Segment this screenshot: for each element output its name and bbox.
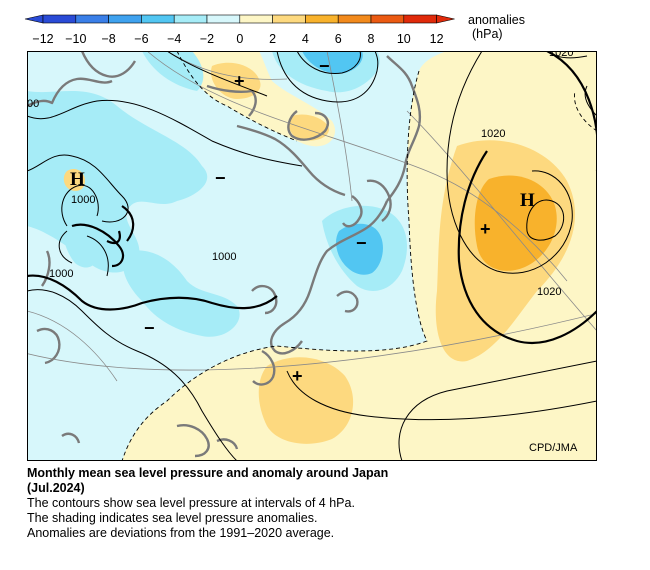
legend-color-box [403,14,437,24]
high-pressure-symbol: H [70,169,85,190]
legend-tick-label: 0 [236,32,243,46]
coastlines [27,51,422,458]
positive-anomaly-center: + [292,366,303,386]
anomaly-shading-south-positive [258,357,354,444]
color-scale-legend: −12 −10 −8 −6 −4 −2 0 2 4 6 8 10 12 anomalies (hPa) [24,13,525,46]
legend-arrow-low [24,14,44,24]
legend-tick-label: −4 [167,32,181,46]
legend-tick-label: 6 [335,32,342,46]
map-credit: CPD/JMA [529,442,578,454]
legend-tick-label: 4 [302,32,309,46]
legend-arrow-high [436,14,455,24]
caption-line: The contours show sea level pressure at … [27,496,355,510]
legend-tick-label: 10 [397,32,411,46]
contour-label: 1000 [71,194,95,206]
negative-anomaly-center: − [144,318,155,338]
legend-color-box [141,14,175,24]
color-scale-tick-labels: −12 −10 −8 −6 −4 −2 0 2 4 6 8 10 12 [32,32,443,46]
anomaly-shading-negative-north [142,51,204,91]
pressure-contours [27,51,597,461]
legend-color-box [42,14,77,24]
negative-anomaly-center: − [356,233,367,253]
legend-tick-label: −8 [101,32,115,46]
high-pressure-symbol: H [520,190,535,211]
anomaly-shading-negative-west-core [63,215,100,268]
legend-color-box [370,14,405,24]
graticule [27,51,597,382]
anomaly-shading-north-positive-2 [288,114,329,141]
anomaly-zero-contour [121,51,597,461]
legend-tick-label: −6 [134,32,148,46]
pressure-anomaly-map: 00 1000 1000 1000 1020 1020 1020 H H + +… [27,51,597,461]
legend-color-box [173,14,208,24]
contour-labels: 00 1000 1000 1000 1020 1020 1020 [27,51,573,298]
anomaly-shading-negative-center [122,250,240,337]
legend-tick-label: 12 [430,32,444,46]
legend-color-box [206,14,241,24]
legend-color-box [305,14,339,24]
legend-tick-label: −2 [200,32,214,46]
anomaly-shading-negative-north3 [302,51,363,74]
legend-tick-label: −12 [32,32,53,46]
legend-color-box [239,14,273,24]
legend-title: anomalies [468,13,525,27]
legend-tick-label: 8 [368,32,375,46]
caption-title: Monthly mean sea level pressure and anom… [27,466,389,480]
contour-label: 1000 [49,268,73,280]
contour-label: 00 [27,98,39,110]
caption-date: (Jul.2024) [27,481,85,495]
map-frame [27,51,597,461]
legend-unit: (hPa) [472,27,503,41]
legend-tick-label: 2 [269,32,276,46]
legend-color-box [108,14,142,24]
legend-color-box [272,14,306,24]
anomaly-shading-negative-japan-sea-core [336,223,383,275]
color-scale-boxes [24,14,455,24]
map-caption: Monthly mean sea level pressure and anom… [27,466,627,541]
positive-anomaly-center: + [234,71,245,91]
positive-anomaly-center: + [480,219,491,239]
pressure-contours-major [27,51,597,344]
caption-line: The shading indicates sea level pressure… [27,511,318,525]
legend-tick-label: −10 [65,32,86,46]
caption-line: Anomalies are deviations from the 1991–2… [27,526,335,540]
negative-anomaly-center: − [319,56,330,76]
contour-label: 1020 [481,128,505,140]
negative-anomaly-center: − [215,168,226,188]
contour-label: 1020 [537,286,561,298]
legend-color-box [75,14,109,24]
contour-label: 1020 [549,51,573,59]
legend-color-box [337,14,372,24]
contour-label: 1000 [212,251,236,263]
